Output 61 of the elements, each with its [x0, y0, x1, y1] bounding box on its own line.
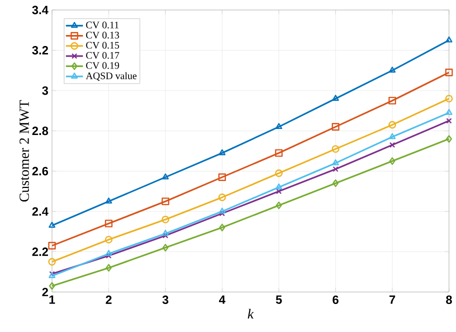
point — [219, 224, 226, 232]
x-tick-label: 2 — [106, 296, 112, 304]
point — [389, 142, 396, 148]
y-tick-label: 2.8 — [32, 126, 48, 136]
point — [332, 159, 339, 166]
legend-label: CV 0.13 — [86, 32, 120, 39]
point — [275, 149, 283, 157]
point — [105, 198, 112, 204]
legend-label: CV 0.17 — [86, 52, 120, 59]
point — [162, 173, 169, 180]
point — [332, 179, 339, 188]
point — [218, 173, 226, 181]
point — [275, 183, 282, 190]
y-tick-label: 3 — [42, 86, 48, 95]
y-tick-label: 2.4 — [32, 207, 48, 216]
legend-label: AQSD value — [86, 72, 137, 81]
x-tick-label: 6 — [332, 296, 338, 304]
point — [388, 96, 396, 104]
point — [218, 194, 226, 202]
point — [275, 123, 282, 130]
x-tick-label: 3 — [162, 296, 168, 304]
point — [332, 123, 340, 131]
point — [106, 264, 112, 272]
point — [276, 202, 282, 210]
legend-label: CV 0.11 — [86, 22, 119, 28]
point — [162, 216, 170, 224]
point — [388, 66, 396, 73]
point — [275, 169, 283, 177]
point — [48, 242, 56, 250]
point — [162, 230, 169, 236]
point — [218, 149, 226, 156]
y-tick-label: 2.2 — [32, 248, 48, 256]
x-axis-title: k — [248, 308, 254, 319]
x-tick-label: 8 — [446, 296, 452, 304]
point — [104, 220, 112, 228]
point — [162, 198, 170, 206]
point — [332, 94, 339, 101]
legend-label: CV 0.15 — [86, 42, 120, 49]
point — [162, 232, 168, 238]
point — [332, 145, 340, 153]
y-tick-label: 2.6 — [32, 166, 48, 176]
y-tick-label: 3.2 — [32, 46, 48, 55]
x-tick-label: 5 — [276, 296, 282, 304]
point — [389, 157, 396, 165]
x-tick-label: 4 — [219, 296, 226, 304]
point — [445, 68, 453, 76]
legend-label: CV 0.19 — [86, 62, 120, 69]
x-tick-label: 1 — [49, 296, 55, 304]
point — [162, 244, 168, 252]
point — [332, 166, 338, 172]
point — [104, 236, 112, 244]
point — [106, 252, 112, 259]
point — [388, 121, 396, 129]
x-tick-label: 7 — [389, 296, 396, 304]
point — [219, 210, 225, 216]
point — [388, 133, 396, 140]
y-axis-title: Customer 2 MWT — [20, 100, 30, 202]
point — [105, 250, 112, 256]
y-tick-label: 3.4 — [32, 6, 48, 14]
y-tick-label: 2 — [42, 288, 48, 296]
point — [218, 208, 226, 214]
